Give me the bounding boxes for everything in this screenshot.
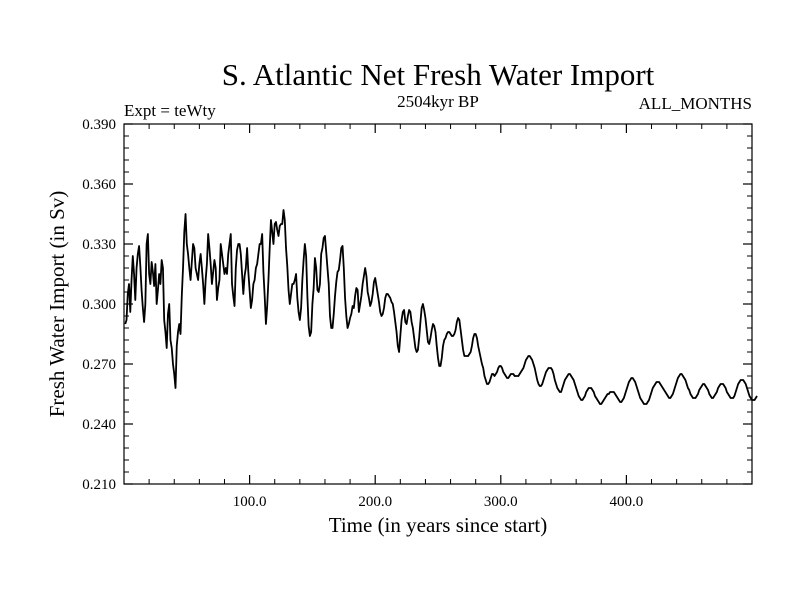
y-axis-label: Fresh Water Import (in Sv): [45, 191, 69, 418]
y-tick-label: 0.270: [82, 357, 116, 373]
y-tick-label: 0.390: [82, 117, 116, 133]
subtitle-left: Expt = teWty: [124, 101, 216, 120]
x-tick-label: 200.0: [358, 494, 392, 510]
subtitle-center: 2504kyr BP: [397, 92, 479, 111]
y-tick-label: 0.360: [82, 177, 116, 193]
plot-frame: [123, 123, 753, 485]
x-tick-label: 100.0: [233, 494, 267, 510]
y-tick-label: 0.210: [82, 477, 116, 493]
data-series-line: [124, 209, 758, 405]
chart-title: S. Atlantic Net Fresh Water Import: [222, 57, 655, 92]
y-tick-label: 0.330: [82, 237, 116, 253]
subtitle-right: ALL_MONTHS: [639, 94, 752, 113]
y-tick-label: 0.300: [82, 297, 116, 313]
x-axis-label: Time (in years since start): [329, 513, 548, 537]
x-tick-label: 300.0: [484, 494, 518, 510]
x-tick-label: 400.0: [610, 494, 644, 510]
x-axis: 100.0 200.0 300.0 400.0: [148, 124, 728, 510]
y-tick-label: 0.240: [82, 417, 116, 433]
y-axis: 0.210 0.240 0.270 0.300 0.330 0.360 0.390: [82, 117, 752, 493]
